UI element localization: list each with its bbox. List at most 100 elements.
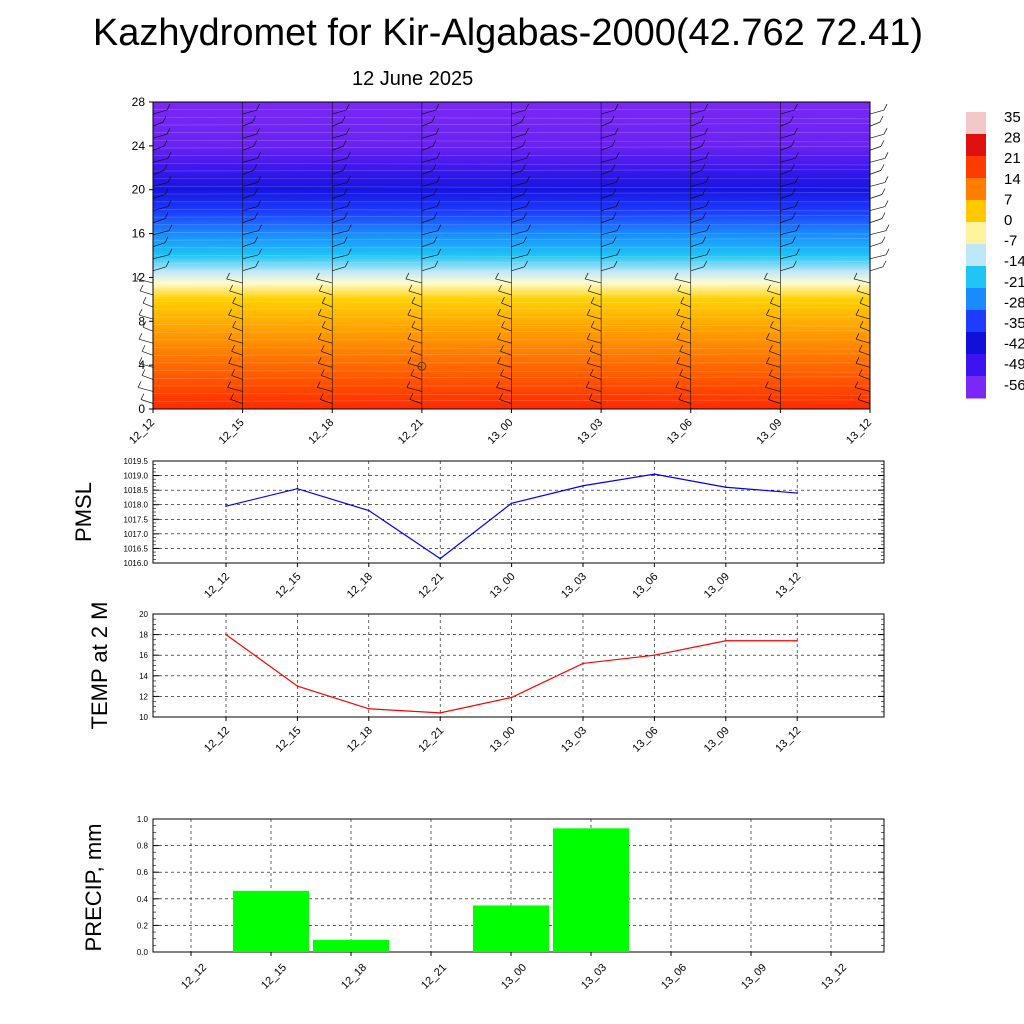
y-tick-label: 1.0 <box>137 815 149 824</box>
wind-barb <box>332 266 346 272</box>
wind-barb <box>511 218 524 223</box>
wind-barb-flag <box>766 333 770 340</box>
x-tick-label: 13_12 <box>844 417 874 447</box>
wind-barb-flag <box>257 200 261 207</box>
wind-barb <box>780 242 793 248</box>
wind-barb <box>242 121 253 127</box>
wind-barb <box>770 326 781 332</box>
wind-barb <box>780 230 797 236</box>
wind-barb <box>690 109 705 115</box>
wind-barb-column <box>764 102 800 409</box>
wind-barb <box>318 338 333 344</box>
wind-barb-flag <box>227 381 231 388</box>
wind-barb-flag <box>142 320 147 328</box>
wind-barb <box>869 145 882 151</box>
wind-barb <box>680 302 691 308</box>
wind-barb <box>690 230 707 236</box>
wind-barb <box>766 362 781 368</box>
wind-barb <box>232 302 243 308</box>
wind-barb <box>780 182 796 187</box>
wind-barb-flag <box>346 176 351 183</box>
y-tick-label: 0.6 <box>137 868 149 877</box>
x-tick-label: 13_06 <box>659 962 689 992</box>
wind-barb-flag <box>137 381 142 388</box>
temp-point <box>725 639 727 642</box>
wind-barb <box>601 206 617 211</box>
wind-barb-flag <box>855 308 860 316</box>
wind-barb-flag <box>770 320 774 328</box>
wind-barb-flag <box>164 188 169 195</box>
wind-barb <box>152 109 168 115</box>
wind-barb <box>411 326 423 332</box>
wind-barb <box>854 387 871 392</box>
wind-barb-flag <box>794 128 798 135</box>
wind-barb-flag <box>611 140 616 147</box>
wind-barb-flag <box>138 308 143 316</box>
wind-barb <box>421 206 437 211</box>
wind-barb-flag <box>232 296 236 304</box>
y-tick-label: 10 <box>139 713 148 722</box>
x-tick-label: 13_12 <box>773 725 803 755</box>
wind-barb-flag <box>138 333 143 340</box>
wind-barb-flag <box>410 369 415 376</box>
x-tick-label: 13_06 <box>630 571 660 601</box>
wind-barb-flag <box>676 357 681 364</box>
wind-barb-flag <box>141 369 146 376</box>
wind-barb-flag <box>675 381 680 388</box>
wind-barb-flag <box>768 393 772 400</box>
x-tick-label: 12_12 <box>179 962 209 992</box>
wind-barb-flag <box>228 308 232 316</box>
wind-barb <box>676 338 691 344</box>
wind-barb-flag <box>856 284 861 292</box>
wind-barb-flag <box>612 188 617 195</box>
wind-barb-flag <box>431 115 436 123</box>
colorbar-label: 0 <box>1004 212 1012 229</box>
y-tick-label: 18 <box>139 631 148 640</box>
wind-barb <box>497 362 512 368</box>
wind-barb <box>869 121 881 127</box>
wind-barb <box>690 170 702 175</box>
wind-barb <box>589 399 602 404</box>
x-tick-label: 12_12 <box>127 417 157 447</box>
y-tick-label: 14 <box>139 672 148 681</box>
temp-point <box>225 633 227 636</box>
colorbar-segment <box>966 200 986 223</box>
wind-barb-flag <box>525 103 529 111</box>
wind-barb-flag <box>701 140 706 147</box>
wind-barb-flag <box>497 333 501 340</box>
wind-barb-flag <box>586 308 591 316</box>
wind-barb-flag <box>795 200 799 207</box>
wind-barb-flag <box>254 236 258 243</box>
wind-barb <box>690 157 706 163</box>
wind-barb-flag <box>614 128 619 135</box>
wind-barb-flag <box>706 248 711 255</box>
wind-barb-flag <box>615 152 620 159</box>
wind-barb-flag <box>794 103 798 111</box>
wind-barb-flag <box>882 260 887 268</box>
wind-barb <box>511 133 526 139</box>
wind-barb-flag <box>769 369 773 376</box>
wind-barb <box>511 182 527 187</box>
wind-barb-flag <box>500 345 504 352</box>
wind-barb-flag <box>436 176 441 183</box>
wind-barb <box>137 387 154 392</box>
x-tick-label: 13_09 <box>702 725 732 755</box>
x-tick-label: 12_15 <box>259 962 289 992</box>
wind-barb <box>242 157 258 163</box>
wind-barb-flag <box>346 200 351 207</box>
wind-barb-flag <box>142 296 147 304</box>
wind-barb <box>511 145 523 151</box>
wind-barb-flag <box>231 369 235 376</box>
wind-barb-flag <box>881 188 886 195</box>
wind-barb-flag <box>257 176 261 183</box>
y-tick-label: 12 <box>132 270 146 284</box>
wind-barb <box>766 314 781 320</box>
wind-barb-flag <box>678 393 683 400</box>
wind-barb-flag <box>165 260 170 268</box>
wind-barb <box>407 362 422 368</box>
y-tick-label: 16 <box>139 651 148 660</box>
wind-barb-flag <box>321 320 326 328</box>
wind-barb <box>780 170 792 175</box>
wind-barb-flag <box>167 200 172 207</box>
wind-barb-flag <box>407 357 412 364</box>
